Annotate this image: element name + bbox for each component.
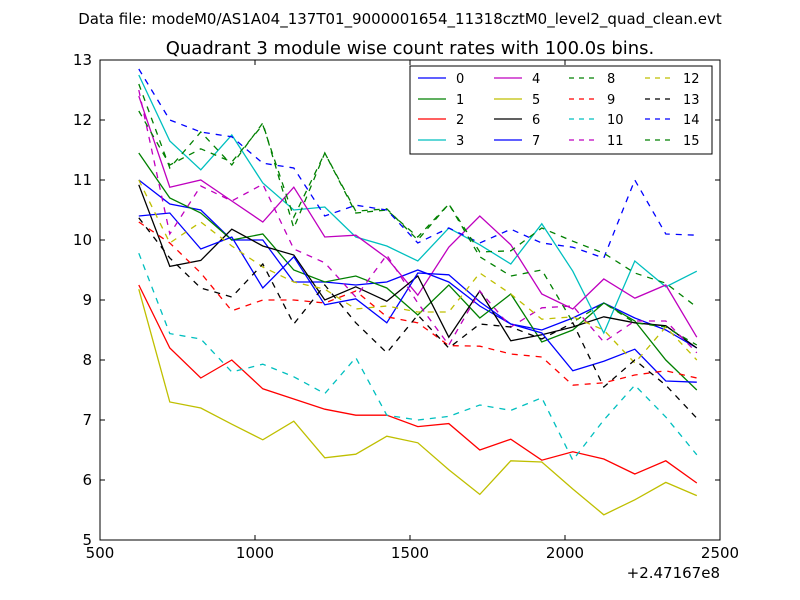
y-tick-label: 12 bbox=[73, 111, 92, 129]
legend-frame bbox=[409, 65, 713, 155]
legend-label-1: 1 bbox=[456, 93, 464, 108]
x-tick-label: 2000 bbox=[546, 544, 584, 562]
series-line-13 bbox=[138, 217, 698, 419]
y-tick-label: 13 bbox=[73, 51, 92, 69]
series-line-4 bbox=[138, 95, 698, 338]
legend-label-0: 0 bbox=[456, 72, 464, 87]
legend-label-4: 4 bbox=[532, 72, 540, 87]
x-tick-label: 1500 bbox=[391, 544, 429, 562]
y-tick-label: 9 bbox=[82, 291, 92, 309]
x-offset-label: +2.47167e8 bbox=[627, 564, 720, 582]
series-line-5 bbox=[138, 289, 698, 516]
series-line-12 bbox=[138, 179, 698, 364]
y-tick-label: 10 bbox=[73, 231, 92, 249]
legend-label-7: 7 bbox=[532, 134, 540, 149]
legend-label-14: 14 bbox=[683, 113, 700, 128]
y-tick-label: 8 bbox=[82, 351, 92, 369]
series-line-7 bbox=[138, 212, 697, 383]
legend-label-2: 2 bbox=[456, 113, 464, 128]
series-line-2 bbox=[138, 284, 698, 484]
y-tick-label: 11 bbox=[73, 171, 92, 189]
series-line-8 bbox=[138, 83, 698, 346]
legend-label-10: 10 bbox=[607, 113, 624, 128]
legend-label-11: 11 bbox=[607, 134, 624, 149]
legend-label-15: 15 bbox=[683, 134, 700, 149]
series-line-14 bbox=[138, 68, 697, 259]
legend-label-9: 9 bbox=[607, 93, 615, 108]
legend-label-12: 12 bbox=[683, 72, 700, 87]
x-tick-label: 500 bbox=[86, 544, 115, 562]
series-layer bbox=[138, 68, 698, 516]
y-tick-label: 7 bbox=[82, 411, 92, 429]
series-line-3 bbox=[138, 74, 698, 335]
y-tick-label: 6 bbox=[82, 471, 92, 489]
plot-frame bbox=[99, 59, 721, 541]
legend-label-3: 3 bbox=[456, 134, 464, 149]
legend-label-13: 13 bbox=[683, 93, 700, 108]
x-tick-label: 2500 bbox=[701, 544, 739, 562]
series-line-9 bbox=[138, 221, 697, 386]
legend-label-5: 5 bbox=[532, 93, 540, 108]
chart-title: Quadrant 3 module wise count rates with … bbox=[166, 38, 655, 59]
y-tick-label: 5 bbox=[82, 531, 92, 549]
legend-label-6: 6 bbox=[532, 113, 540, 128]
legend-label-8: 8 bbox=[607, 72, 615, 87]
x-tick-label: 1000 bbox=[236, 544, 274, 562]
series-line-6 bbox=[138, 184, 698, 349]
series-line-1 bbox=[138, 152, 698, 391]
chart-suptitle: Data file: modeM0/AS1A04_137T01_90000016… bbox=[78, 10, 722, 29]
